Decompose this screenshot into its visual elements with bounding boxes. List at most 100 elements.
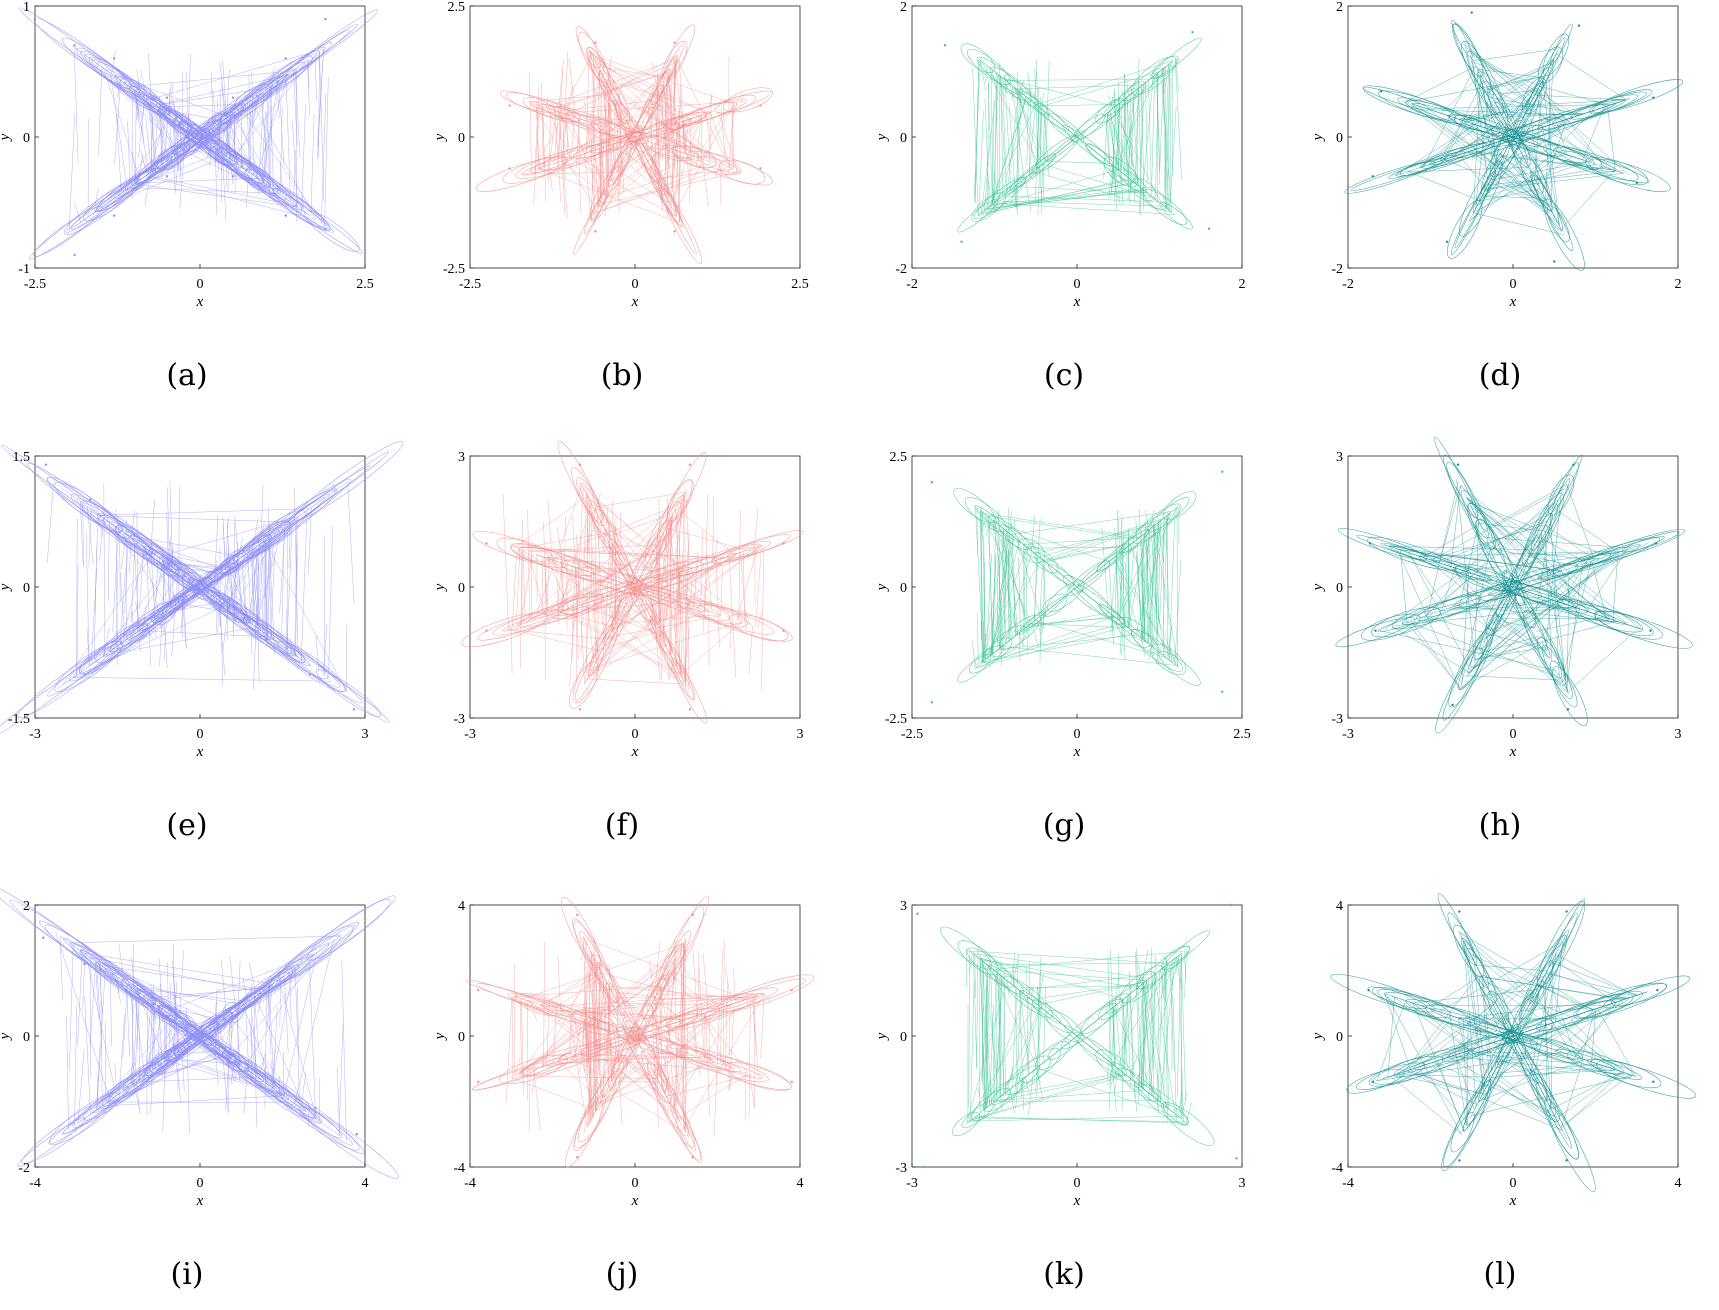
- data-point: [124, 988, 127, 992]
- data-point: [930, 701, 933, 704]
- panel-caption: (a): [166, 358, 207, 393]
- attractor-trace: [940, 926, 1215, 1146]
- data-point: [790, 988, 793, 992]
- data-point: [1221, 470, 1224, 473]
- x-tick-label: 4: [797, 1176, 804, 1191]
- y-tick-label: 3: [900, 899, 907, 914]
- y-tick-label: 0: [900, 1030, 907, 1045]
- orbit-loop: [1165, 929, 1211, 967]
- orbit-loop: [272, 188, 363, 254]
- data-point: [1374, 629, 1377, 632]
- orbit-loop: [573, 189, 609, 255]
- data-point: [1191, 31, 1194, 34]
- orbit-loop: [674, 90, 772, 126]
- x-tick-label: 0: [632, 277, 639, 292]
- y-tick-label: -4: [453, 1161, 465, 1176]
- y-tick-label: 2.5: [448, 0, 466, 15]
- y-axis-label: y: [874, 1032, 890, 1041]
- orbit-loop: [1158, 651, 1201, 686]
- x-tick-label: 3: [797, 727, 804, 742]
- y-axis-label: y: [1310, 133, 1326, 142]
- x-axis-label: x: [1509, 294, 1517, 310]
- data-point: [165, 1015, 169, 1018]
- panel-caption: (j): [606, 1257, 639, 1292]
- y-tick-label: 2: [23, 899, 30, 914]
- y-tick-label: 2.5: [890, 450, 908, 465]
- data-point: [1572, 463, 1575, 466]
- orbit-loop: [663, 24, 695, 80]
- attractor-trace: [1344, 20, 1684, 271]
- data-point: [42, 936, 45, 939]
- trajectory-lines: [1375, 930, 1648, 1140]
- orbit-loop: [1513, 589, 1551, 658]
- data-point: [578, 463, 582, 466]
- trajectory-lines: [1379, 478, 1649, 694]
- x-tick-label: 0: [1510, 277, 1517, 292]
- panel-h: -3 0 3 -3 0 3 x y (h): [1310, 436, 1693, 843]
- panel-f: -3 0 3 -3 0 3 x y (f): [432, 440, 804, 843]
- trajectory-lines: [966, 948, 1192, 1124]
- orbit-loop: [1502, 570, 1537, 629]
- trajectory-lines: [47, 480, 355, 693]
- orbit-loop: [1549, 660, 1578, 708]
- panel-caption: (k): [1043, 1257, 1085, 1292]
- orbit-loop: [1335, 617, 1416, 648]
- data-point: [1649, 629, 1652, 632]
- x-axis-label: x: [196, 294, 204, 310]
- data-point: [673, 41, 676, 44]
- trajectory-lines: [971, 506, 1182, 669]
- data-point: [284, 214, 287, 217]
- data-point: [73, 253, 76, 257]
- x-tick-label: -2: [906, 277, 918, 292]
- data-point: [1566, 708, 1570, 711]
- attractor-trace: [1330, 893, 1697, 1192]
- y-tick-label: 0: [900, 131, 907, 146]
- panel-caption: (d): [1479, 358, 1522, 393]
- x-tick-label: -2.5: [24, 277, 46, 292]
- data-point: [1565, 1159, 1568, 1162]
- x-tick-label: 0: [1074, 727, 1081, 742]
- data-point: [576, 913, 579, 917]
- y-tick-label: -2: [18, 1161, 30, 1176]
- data-point: [1445, 240, 1449, 243]
- data-point: [1235, 1157, 1238, 1160]
- panel-caption: (b): [601, 358, 644, 393]
- y-axis-label: y: [1310, 1032, 1326, 1041]
- data-point: [688, 708, 692, 711]
- data-point: [220, 603, 224, 606]
- data-point: [782, 629, 785, 632]
- y-axis-label: y: [432, 1032, 448, 1041]
- data-point: [132, 533, 136, 536]
- x-axis-label: x: [1509, 744, 1517, 760]
- data-point: [485, 629, 488, 632]
- panel-caption: (c): [1044, 358, 1084, 393]
- x-axis-label: x: [196, 744, 204, 760]
- data-point: [113, 214, 116, 217]
- orbit-loop: [304, 210, 360, 252]
- trajectory-lines: [55, 932, 347, 1141]
- attractor-trace: [953, 487, 1201, 686]
- data-point: [759, 104, 762, 107]
- x-tick-label: -3: [29, 727, 41, 742]
- orbit-loop: [274, 640, 390, 723]
- y-tick-label: 1: [23, 0, 30, 15]
- y-tick-label: 2: [900, 0, 907, 15]
- data-point: [960, 240, 963, 243]
- y-tick-label: -1.5: [8, 712, 30, 727]
- data-point: [231, 96, 235, 99]
- data-point: [308, 673, 312, 676]
- x-tick-label: 0: [1510, 1176, 1517, 1191]
- data-point: [508, 167, 511, 170]
- orbit-loop: [714, 94, 757, 114]
- x-tick-label: -2.5: [901, 727, 923, 742]
- orbit-loop: [315, 669, 382, 717]
- data-point: [1456, 463, 1460, 466]
- orbit-loop: [728, 613, 789, 642]
- panel-i: -4 0 4 -2 0 2 x y (i): [0, 885, 399, 1292]
- panel-caption: (l): [1483, 1257, 1516, 1292]
- x-tick-label: 0: [1074, 1176, 1081, 1191]
- panel-caption: (e): [166, 808, 207, 843]
- x-tick-label: -3: [906, 1176, 918, 1191]
- data-point: [73, 44, 76, 47]
